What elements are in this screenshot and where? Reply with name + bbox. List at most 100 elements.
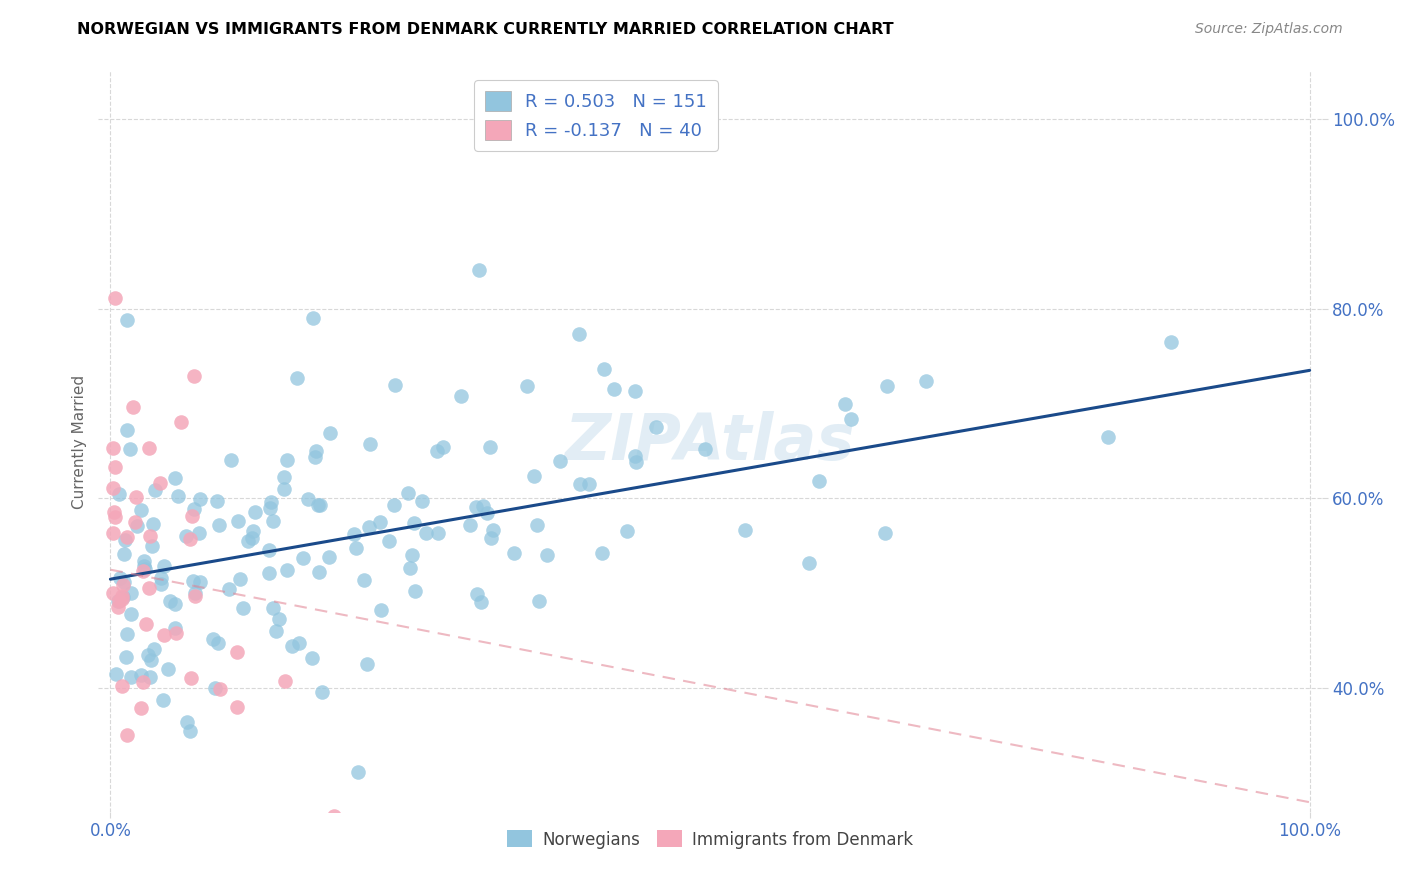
Point [149, 476, 172, 491]
Point [101, 482, 124, 496]
Point [152, 559, 174, 574]
Point [301, 651, 323, 665]
Point [184, 586, 207, 600]
Point [117, 423, 139, 437]
Point [153, 627, 176, 641]
Point [568, 327, 591, 342]
Point [188, 491, 211, 506]
Point [370, 515, 392, 529]
Point [134, 562, 156, 576]
Point [138, 670, 160, 684]
Point [311, 685, 333, 699]
Point [602, 382, 624, 396]
Point [201, 632, 224, 646]
Point [274, 674, 297, 689]
Point [297, 492, 319, 507]
Point [226, 700, 249, 714]
Point [138, 441, 160, 455]
Point [221, 453, 243, 467]
Point [238, 534, 260, 549]
Point [353, 573, 375, 587]
Point [465, 587, 488, 601]
Point [257, 566, 280, 581]
Point [482, 523, 505, 537]
Point [307, 499, 329, 513]
Point [142, 516, 165, 531]
Point [1160, 335, 1182, 350]
Text: Source: ZipAtlas.com: Source: ZipAtlas.com [1195, 22, 1343, 37]
Point [464, 500, 486, 514]
Point [523, 468, 546, 483]
Point [450, 389, 472, 403]
Point [205, 494, 228, 508]
Point [112, 578, 135, 592]
Point [115, 627, 138, 641]
Point [624, 450, 647, 464]
Point [180, 508, 202, 523]
Point [411, 493, 433, 508]
Point [357, 519, 380, 533]
Point [569, 477, 592, 491]
Point [132, 558, 155, 573]
Point [131, 564, 153, 578]
Point [318, 550, 340, 565]
Point [264, 624, 287, 639]
Point [183, 502, 205, 516]
Point [291, 550, 314, 565]
Point [209, 682, 232, 697]
Point [208, 518, 231, 533]
Point [124, 515, 146, 529]
Point [188, 574, 211, 589]
Point [111, 589, 134, 603]
Point [226, 645, 249, 659]
Point [127, 518, 149, 533]
Point [163, 470, 186, 484]
Point [125, 490, 148, 504]
Point [165, 625, 187, 640]
Point [797, 556, 820, 570]
Point [165, 621, 187, 635]
Text: ZIPAtlas: ZIPAtlas [565, 410, 855, 473]
Point [245, 505, 267, 519]
Point [104, 291, 127, 305]
Point [396, 486, 419, 500]
Point [276, 453, 298, 467]
Point [472, 499, 495, 513]
Point [138, 582, 160, 596]
Point [645, 420, 668, 434]
Point [475, 506, 498, 520]
Point [101, 525, 124, 540]
Point [135, 616, 157, 631]
Point [288, 635, 311, 649]
Point [112, 575, 135, 590]
Point [592, 362, 614, 376]
Point [101, 441, 124, 455]
Point [304, 450, 326, 464]
Point [226, 514, 249, 528]
Point [479, 531, 502, 545]
Point [179, 723, 201, 738]
Point [184, 589, 207, 603]
Point [378, 534, 401, 549]
Point [129, 503, 152, 517]
Point [108, 572, 131, 586]
Point [170, 415, 193, 429]
Point [152, 692, 174, 706]
Point [503, 546, 526, 560]
Point [188, 526, 211, 541]
Point [693, 442, 716, 457]
Point [117, 728, 139, 742]
Point [218, 582, 240, 597]
Point [112, 547, 135, 561]
Point [257, 543, 280, 558]
Point [132, 675, 155, 690]
Point [143, 483, 166, 497]
Point [132, 554, 155, 568]
Point [384, 378, 406, 392]
Point [108, 487, 131, 501]
Point [343, 526, 366, 541]
Legend: Norwegians, Immigrants from Denmark: Norwegians, Immigrants from Denmark [501, 823, 920, 855]
Point [616, 524, 638, 538]
Point [478, 440, 501, 454]
Point [240, 531, 263, 545]
